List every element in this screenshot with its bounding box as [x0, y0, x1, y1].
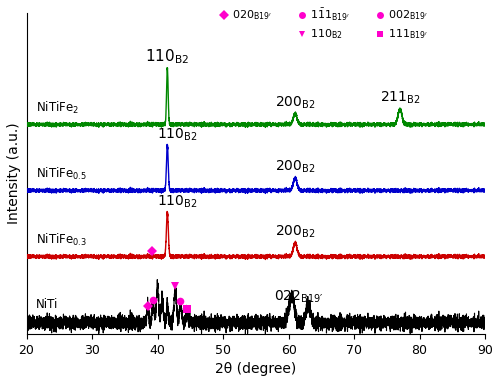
Text: 110$_{\rm B2}$: 110$_{\rm B2}$ — [157, 194, 198, 210]
X-axis label: 2θ (degree): 2θ (degree) — [215, 362, 296, 376]
Text: 111$_{\rm B19'}$: 111$_{\rm B19'}$ — [388, 28, 428, 41]
Text: NiTiFe$_{2}$: NiTiFe$_{2}$ — [36, 100, 80, 116]
Text: 002$_{\rm B19'}$: 002$_{\rm B19'}$ — [388, 8, 428, 22]
Text: 1$\bar{1}$1$_{\rm B19'}$: 1$\bar{1}$1$_{\rm B19'}$ — [310, 7, 350, 23]
Text: 022$_{\rm B19′}$: 022$_{\rm B19′}$ — [274, 288, 323, 305]
Text: NiTi: NiTi — [36, 298, 59, 311]
Text: 110$_{\rm B2}$: 110$_{\rm B2}$ — [310, 28, 342, 41]
Text: 110$_{\rm B2}$: 110$_{\rm B2}$ — [157, 127, 198, 143]
Text: NiTiFe$_{0.5}$: NiTiFe$_{0.5}$ — [36, 166, 88, 182]
Text: 211$_{\rm B2}$: 211$_{\rm B2}$ — [380, 90, 420, 106]
Y-axis label: Intensity (a.u.): Intensity (a.u.) — [7, 123, 21, 224]
Text: 110$_{\rm B2}$: 110$_{\rm B2}$ — [145, 47, 190, 66]
Text: NiTiFe$_{0.3}$: NiTiFe$_{0.3}$ — [36, 232, 88, 248]
Text: 200$_{\rm B2}$: 200$_{\rm B2}$ — [275, 95, 316, 111]
Text: 200$_{\rm B2}$: 200$_{\rm B2}$ — [275, 224, 316, 240]
Text: 200$_{\rm B2}$: 200$_{\rm B2}$ — [275, 159, 316, 175]
Text: 020$_{\rm B19'}$: 020$_{\rm B19'}$ — [232, 8, 272, 22]
